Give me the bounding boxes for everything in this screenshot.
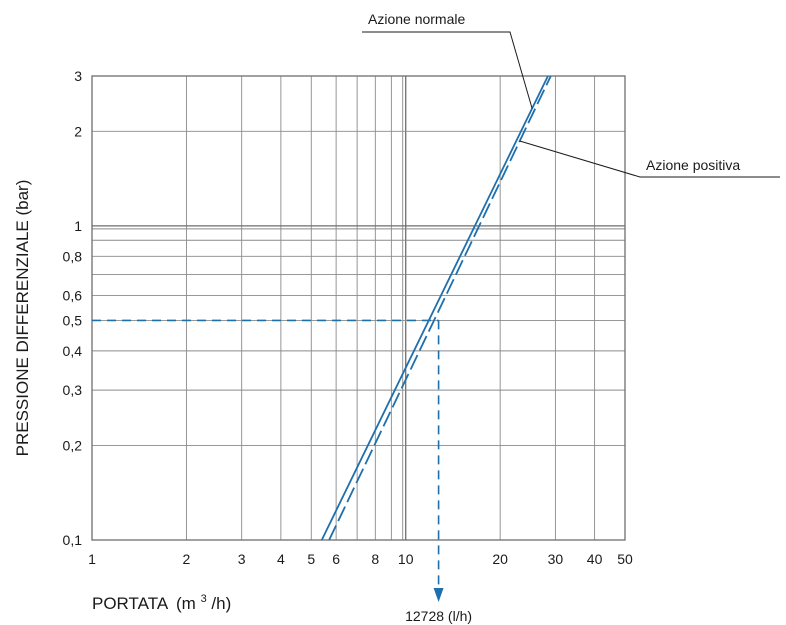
callout-leader-normale (362, 31, 533, 109)
reading-annotation (92, 319, 444, 602)
y-tick-label: 0,5 (63, 312, 83, 328)
flow-arrow-head (433, 588, 444, 602)
y-tick-label: 3 (74, 68, 82, 84)
y-tick-label: 0,2 (63, 437, 83, 453)
y-tick-label: 0,3 (63, 382, 83, 398)
x-tick-labels: 1 2 3 4 5 6 8 10 20 30 40 50 (88, 551, 633, 567)
x-axis-title-name: PORTATA (92, 594, 169, 613)
x-tick-label: 40 (587, 551, 603, 567)
series-lines (320, 75, 552, 541)
flow-reading-label: 12728 (l/h) (405, 608, 472, 624)
x-tick-label: 50 (617, 551, 633, 567)
y-tick-label: 0,4 (63, 343, 83, 359)
x-axis-title-unit-suffix: /h) (211, 594, 231, 613)
y-tick-label: 0,6 (63, 288, 83, 304)
callout-label-normale: Azione normale (368, 11, 465, 27)
x-tick-label: 30 (548, 551, 564, 567)
callout-label-positiva: Azione positiva (646, 157, 740, 173)
x-tick-label: 4 (277, 551, 285, 567)
y-tick-label: 2 (74, 123, 82, 139)
x-tick-label: 6 (332, 551, 340, 567)
x-axis-title-unit-sup: 3 (201, 593, 207, 605)
series-callouts: Azione normale Azione positiva (362, 11, 780, 178)
x-tick-label: 20 (492, 551, 508, 567)
y-tick-labels: 0,1 0,2 0,3 0,4 0,5 0,6 0,8 1 2 3 (63, 68, 83, 548)
y-tick-label: 0,1 (63, 532, 83, 548)
x-tick-label: 1 (88, 551, 96, 567)
x-tick-label: 10 (398, 551, 414, 567)
x-tick-label: 3 (238, 551, 246, 567)
series-line-2 (328, 75, 552, 541)
x-tick-label: 8 (371, 551, 379, 567)
plot-frame (91, 75, 626, 541)
x-tick-label: 5 (307, 551, 315, 567)
x-axis-title: PORTATA (m 3 /h) (92, 587, 231, 613)
x-tick-label: 2 (183, 551, 191, 567)
y-tick-label: 0,8 (63, 248, 83, 264)
callout-leader-positiva (519, 140, 780, 178)
series-line-1 (320, 75, 549, 541)
grid (91, 75, 626, 541)
y-axis-title: PRESSIONE DIFFERENZIALE (bar) (13, 180, 32, 457)
y-tick-label: 1 (74, 218, 82, 234)
x-axis-title-unit-prefix: (m (176, 594, 196, 613)
